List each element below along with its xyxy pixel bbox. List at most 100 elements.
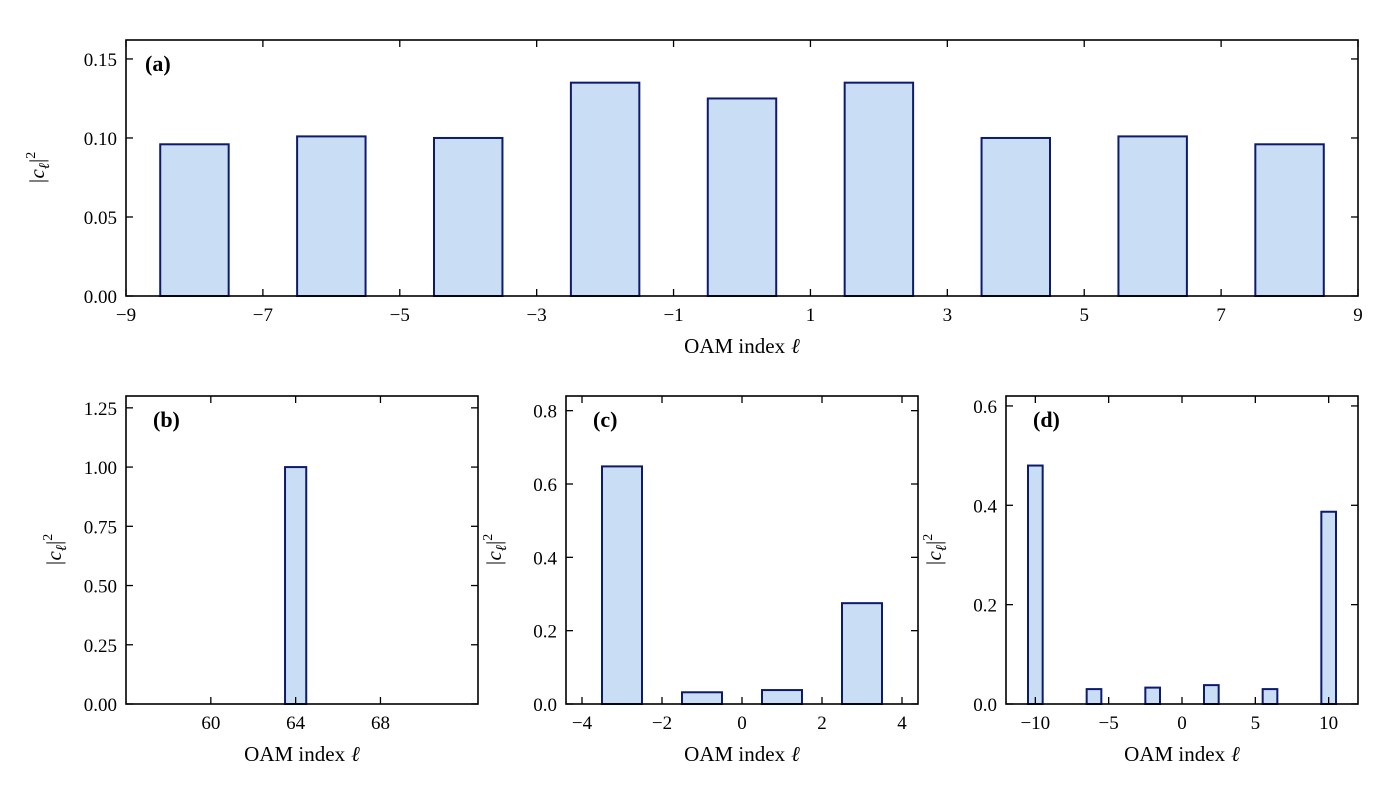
ytick-label-d-2: 0.4 bbox=[973, 496, 997, 517]
xtick-label-a-9: 9 bbox=[1353, 305, 1363, 326]
ylabel-base-c: |c bbox=[482, 551, 506, 567]
ylabel-end-a: | bbox=[25, 159, 49, 163]
ylabel-end-b: | bbox=[42, 541, 66, 545]
axes-frame-d bbox=[1005, 395, 1359, 705]
bar-a-5 bbox=[843, 81, 915, 297]
axes-frame-a bbox=[125, 39, 1359, 297]
ylabel-sup-a: 2 bbox=[24, 152, 39, 159]
bar-b-0 bbox=[284, 466, 308, 706]
ylabel-b: |cℓ|2 bbox=[41, 534, 70, 567]
bar-c-0 bbox=[601, 465, 643, 705]
ylabel-base-b: |c bbox=[42, 551, 66, 567]
ylabel-base-d: |c bbox=[922, 551, 946, 567]
xlabel-c: OAM index ℓ bbox=[684, 742, 800, 766]
bar-a-8 bbox=[1254, 143, 1325, 297]
ylabel-sub-a: ℓ bbox=[37, 163, 53, 169]
ylabel-end-d: | bbox=[922, 541, 946, 545]
ylabel-d: |cℓ|2 bbox=[921, 534, 950, 567]
xtick-label-a-0: −9 bbox=[116, 305, 136, 326]
xtick-label-d-0: −10 bbox=[1020, 713, 1050, 734]
xlabel-symbol-c: ℓ bbox=[791, 742, 800, 766]
ytick-label-b-1: 0.25 bbox=[84, 636, 117, 657]
xtick-label-d-4: 10 bbox=[1319, 713, 1338, 734]
bar-a-0 bbox=[159, 143, 230, 297]
xtick-label-d-1: −5 bbox=[1099, 713, 1119, 734]
xtick-label-b-1: 64 bbox=[286, 713, 306, 734]
panel-label-b: (b) bbox=[153, 407, 180, 432]
ytick-label-a-0: 0.00 bbox=[84, 287, 117, 308]
ytick-label-b-3: 0.75 bbox=[84, 517, 117, 538]
axes-frame-b bbox=[125, 395, 479, 705]
bar-d-2 bbox=[1144, 686, 1162, 705]
xtick-label-a-7: 5 bbox=[1079, 305, 1089, 326]
ylabel-sup-c: 2 bbox=[481, 534, 496, 541]
ytick-label-d-0: 0.0 bbox=[973, 695, 997, 716]
ylabel-sup-d: 2 bbox=[921, 534, 936, 541]
xtick-label-a-2: −5 bbox=[390, 305, 410, 326]
xlabel-d: OAM index ℓ bbox=[1124, 742, 1240, 766]
bar-a-4 bbox=[706, 97, 778, 298]
xtick-label-c-2: 0 bbox=[737, 713, 747, 734]
bar-d-3 bbox=[1203, 684, 1220, 705]
xtick-label-a-4: −1 bbox=[663, 305, 683, 326]
bar-a-6 bbox=[980, 136, 1051, 297]
xtick-label-a-8: 7 bbox=[1216, 305, 1226, 326]
bar-a-1 bbox=[296, 135, 367, 297]
ylabel-sub-c: ℓ bbox=[494, 545, 510, 551]
ylabel-sup-b: 2 bbox=[41, 534, 56, 541]
ytick-label-d-1: 0.2 bbox=[973, 596, 997, 617]
ytick-label-a-2: 0.10 bbox=[84, 129, 117, 150]
ytick-label-b-0: 0.00 bbox=[84, 695, 117, 716]
xtick-label-b-2: 68 bbox=[371, 713, 390, 734]
bar-a-3 bbox=[569, 81, 641, 297]
xtick-label-c-0: −4 bbox=[572, 713, 593, 734]
ytick-label-d-3: 0.6 bbox=[973, 397, 997, 418]
ytick-label-c-3: 0.6 bbox=[533, 475, 557, 496]
bar-a-7 bbox=[1117, 135, 1188, 297]
xtick-label-c-1: −2 bbox=[652, 713, 672, 734]
bar-c-1 bbox=[681, 691, 723, 705]
ytick-label-c-0: 0.0 bbox=[533, 695, 557, 716]
ytick-label-c-2: 0.4 bbox=[533, 548, 557, 569]
bar-d-0 bbox=[1027, 464, 1044, 706]
ylabel-c: |cℓ|2 bbox=[481, 534, 510, 567]
bar-d-1 bbox=[1085, 688, 1103, 706]
xtick-label-c-3: 2 bbox=[817, 713, 827, 734]
ytick-label-b-2: 0.50 bbox=[84, 577, 117, 598]
ylabel-a: |cℓ|2 bbox=[24, 152, 53, 185]
xtick-label-d-2: 0 bbox=[1177, 713, 1187, 734]
ytick-label-c-4: 0.8 bbox=[533, 402, 557, 423]
ylabel-sub-b: ℓ bbox=[54, 545, 70, 551]
xtick-label-a-5: 1 bbox=[806, 305, 816, 326]
xlabel-symbol-a: ℓ bbox=[791, 334, 800, 358]
xlabel-symbol-d: ℓ bbox=[1231, 742, 1240, 766]
xtick-label-a-3: −3 bbox=[527, 305, 547, 326]
panel-a: −9 −7 −5 −3 −1 1 3 5 7 9 0.00 0.05 0.10 0.15 OAM index… bbox=[24, 39, 1363, 358]
ytick-label-b-5: 1.25 bbox=[84, 399, 117, 420]
xlabel-text-b: OAM index bbox=[244, 742, 345, 766]
xtick-label-a-6: 3 bbox=[943, 305, 953, 326]
xlabel-text-c: OAM index bbox=[684, 742, 785, 766]
ytick-label-b-4: 1.00 bbox=[84, 458, 117, 479]
xtick-label-b-0: 60 bbox=[201, 713, 220, 734]
xlabel-text-d: OAM index bbox=[1124, 742, 1225, 766]
ytick-label-a-1: 0.05 bbox=[84, 208, 117, 229]
xtick-label-c-4: 4 bbox=[897, 713, 907, 734]
xlabel-text-a: OAM index bbox=[684, 334, 785, 358]
ylabel-base-a: |c bbox=[25, 169, 49, 185]
bar-a-2 bbox=[433, 136, 504, 297]
panel-label-c: (c) bbox=[593, 407, 617, 432]
xlabel-symbol-b: ℓ bbox=[351, 742, 360, 766]
bar-c-2 bbox=[761, 689, 803, 705]
xlabel-a: OAM index ℓ bbox=[684, 334, 800, 358]
panel-label-d: (d) bbox=[1033, 407, 1060, 432]
bar-c-3 bbox=[841, 602, 883, 706]
bar-d-5 bbox=[1320, 510, 1338, 705]
xtick-label-d-3: 5 bbox=[1251, 713, 1261, 734]
panel-label-a: (a) bbox=[145, 51, 171, 76]
ytick-label-c-1: 0.2 bbox=[533, 622, 557, 643]
